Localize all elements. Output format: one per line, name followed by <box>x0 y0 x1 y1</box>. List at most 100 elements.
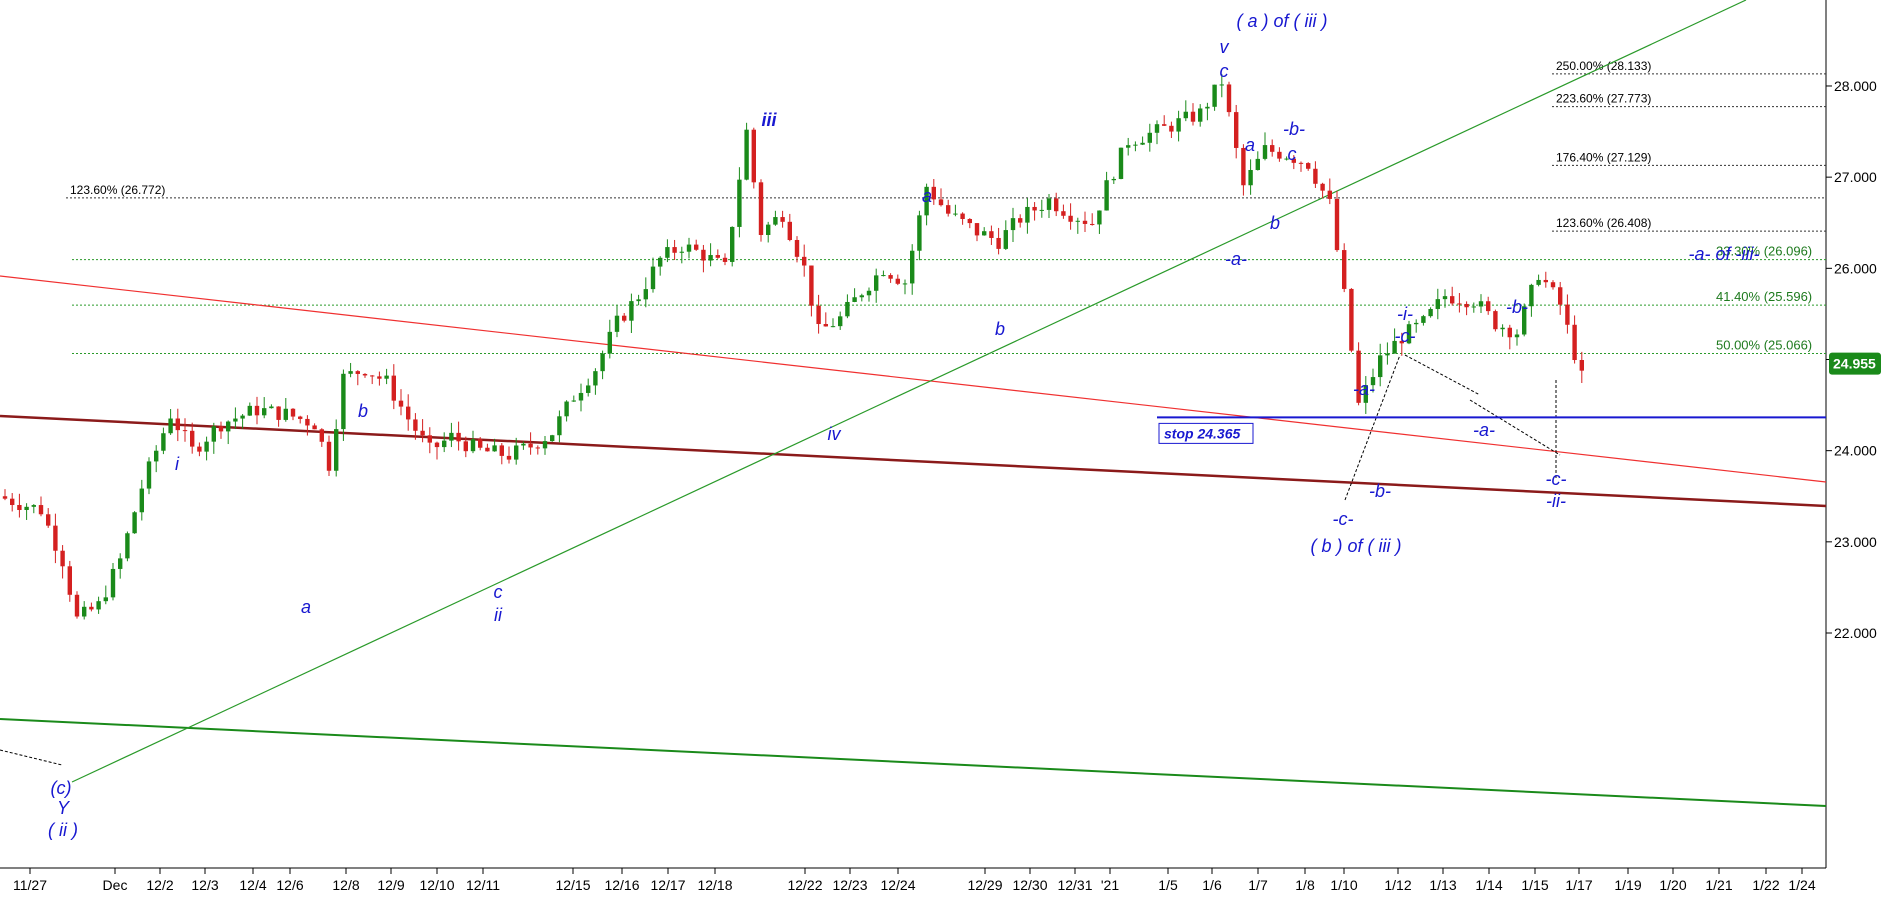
candle-body <box>672 247 677 253</box>
candle-body <box>139 488 144 513</box>
candle-body <box>1075 220 1080 222</box>
candle-body <box>1068 215 1073 222</box>
candle-body <box>1543 279 1548 283</box>
candle-body <box>1219 84 1224 86</box>
candle-body <box>1061 211 1066 216</box>
x-tick-label: 1/10 <box>1330 877 1357 893</box>
candle-body <box>398 400 404 407</box>
candle-body <box>211 426 216 442</box>
x-tick-label: 1/22 <box>1752 877 1779 893</box>
x-tick-label: 12/2 <box>146 877 173 893</box>
candle-body <box>787 221 792 240</box>
candle-body <box>254 405 260 416</box>
wave-label: -a- <box>1473 420 1495 440</box>
candle-body <box>506 455 512 460</box>
candle-body <box>434 442 440 448</box>
candles <box>2 73 1584 620</box>
x-tick-label: 12/11 <box>466 877 500 893</box>
candle-body <box>470 439 476 452</box>
x-tick-label: 1/7 <box>1248 877 1268 893</box>
candle-body <box>1255 158 1260 171</box>
candle-body <box>679 251 684 253</box>
candle-body <box>1421 316 1426 323</box>
candle-body <box>1248 170 1253 186</box>
wave-label: iii <box>761 110 777 130</box>
candle-body <box>744 129 749 180</box>
candle-body <box>154 450 159 462</box>
candle-body <box>593 371 598 386</box>
candle-body <box>1162 124 1167 126</box>
candle-body <box>67 566 72 595</box>
candle-body <box>240 415 245 419</box>
candle-body <box>1464 303 1469 308</box>
candle-body <box>1342 250 1347 289</box>
candle-body <box>1291 158 1296 163</box>
trendlines <box>0 0 1827 807</box>
wave-label: v <box>1220 37 1230 57</box>
fib-level-label: 50.00% (25.066) <box>1716 337 1812 352</box>
x-tick-label: 1/13 <box>1429 877 1456 893</box>
candle-body <box>1320 183 1325 191</box>
candle-body <box>1140 142 1145 145</box>
candle-body <box>766 224 771 235</box>
x-tick-label: 12/23 <box>832 877 867 893</box>
candle-body <box>636 299 641 302</box>
candle-body <box>938 199 944 206</box>
wave-label: -i- <box>1397 304 1413 324</box>
wave-connector <box>1469 399 1561 456</box>
candle-body <box>715 255 720 258</box>
candle-body <box>859 295 864 298</box>
candle-body <box>1414 322 1419 325</box>
candle-body <box>38 505 44 515</box>
candle-body <box>1205 106 1210 109</box>
dark-red-trendline <box>0 414 1827 508</box>
green-rising-trendline <box>71 0 1747 783</box>
candle-body <box>1486 301 1491 312</box>
candle-body <box>1514 334 1520 338</box>
candle-body <box>866 290 872 296</box>
candle-body <box>1147 132 1152 143</box>
wave-label: b <box>1270 213 1280 233</box>
candle-body <box>334 429 339 471</box>
stop-label: stop 24.365 <box>1164 425 1240 441</box>
candle-body <box>1522 306 1527 335</box>
wave-label: ( ii ) <box>48 820 78 840</box>
candle-body <box>1133 144 1138 146</box>
candle-body <box>1399 340 1404 344</box>
candle-body <box>175 418 180 431</box>
x-tick-label: 1/24 <box>1788 877 1815 893</box>
candle-body <box>917 215 922 251</box>
candle-body <box>960 213 965 219</box>
x-tick-label: 1/12 <box>1384 877 1411 893</box>
candle-body <box>89 606 94 610</box>
candle-body <box>1118 147 1124 179</box>
fib-levels: 250.00% (28.133)223.60% (27.773)176.40% … <box>66 59 1826 354</box>
candle-body <box>499 445 504 456</box>
candle-body <box>514 445 519 460</box>
candle-body <box>161 433 166 451</box>
price-axis <box>1826 0 1883 897</box>
candle-body <box>362 373 368 376</box>
stop-label-box <box>1158 422 1254 444</box>
wave-label: -a- <box>1353 379 1375 399</box>
candle-body <box>370 375 375 377</box>
candle-body <box>874 275 879 291</box>
candle-body <box>982 231 987 236</box>
red-trendline <box>0 275 1827 483</box>
candle-body <box>1313 168 1318 184</box>
wave-label: ( a ) of ( iii ) <box>1236 11 1327 31</box>
x-tick-label: 12/15 <box>555 877 590 893</box>
candle-body <box>658 257 663 267</box>
y-tick-label: 22.000 <box>1834 625 1877 641</box>
x-tick-label: 12/18 <box>697 877 732 893</box>
candle-body <box>542 441 548 449</box>
wave-label: c <box>1220 61 1229 81</box>
y-tick-label: 27.000 <box>1834 169 1877 185</box>
candle-body <box>578 392 584 401</box>
candle-body <box>190 430 195 447</box>
candle-body <box>2 496 8 499</box>
candle-body <box>74 594 80 617</box>
candle-body <box>902 283 908 285</box>
candle-body <box>564 401 569 417</box>
